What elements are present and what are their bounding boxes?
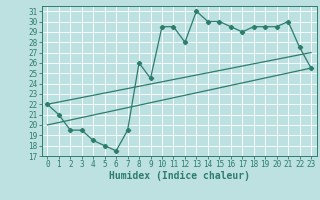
X-axis label: Humidex (Indice chaleur): Humidex (Indice chaleur)	[109, 171, 250, 181]
